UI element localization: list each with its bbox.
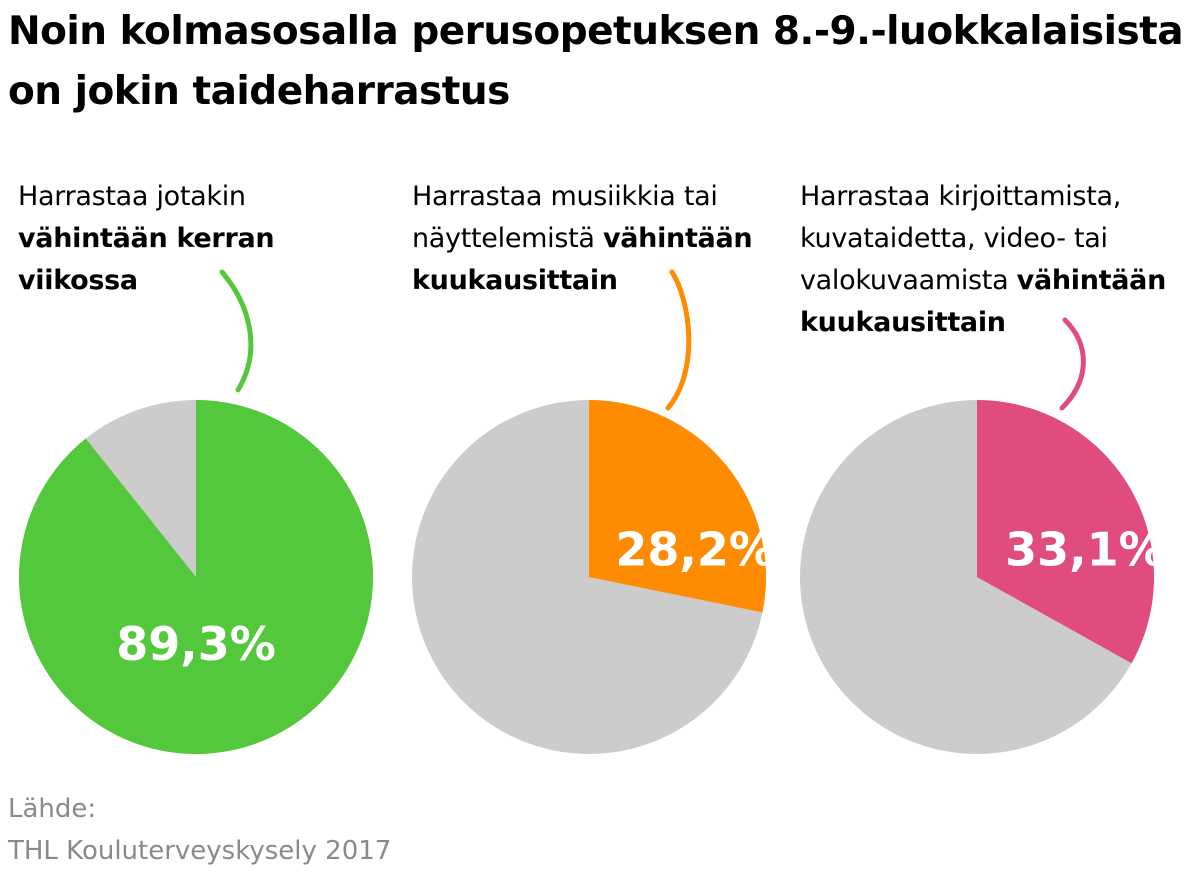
pie-visual-value-label: 33,1% [1005,523,1165,577]
pie-label-music-bold: vähintään kuukausittain [412,223,753,296]
pie-label-music-normal: Harrastaa musiikkia tai näyttelemistä [412,181,718,254]
chart-title-line-2: on jokin taideharrastus [8,69,510,114]
chart-title: Noin kolmasosalla perusopetuksen 8.-9.-l… [8,2,1188,122]
pie-weekly-value-label: 89,3% [116,617,276,671]
pie-label-visual-normal: Harrastaa kirjoittamista, kuvataidetta, … [800,181,1122,296]
pie-label-visual: Harrastaa kirjoittamista, kuvataidetta, … [800,176,1195,344]
pie-weekly-leader-line [219,269,254,393]
pie-music-value-slice [589,400,766,613]
source-heading: Lähde: [8,794,97,824]
pie-visual-leader-line [1059,317,1086,411]
pie-visual-value-slice [977,400,1155,664]
pie-weekly-value-slice [18,400,374,754]
pie-music-value-label: 28,2% [615,523,775,577]
source-note: Lähde: THL Kouluterveyskysely 2017 [8,788,391,872]
pie-label-visual-bold: vähintään kuukausittain [800,265,1167,338]
pie-music-leader-line [665,269,692,411]
chart-title-line-1: Noin kolmasosalla perusopetuksen 8.-9.-l… [8,9,1184,54]
source-text: THL Kouluterveyskysely 2017 [8,836,392,866]
pie-label-weekly-bold: vähintään kerran viikossa [18,223,275,296]
pie-label-music: Harrastaa musiikkia tai näyttelemistä vä… [412,176,772,302]
pie-label-weekly-normal: Harrastaa jotakin [18,181,246,212]
pie-label-weekly: Harrastaa jotakin vähintään kerran viiko… [18,176,348,302]
